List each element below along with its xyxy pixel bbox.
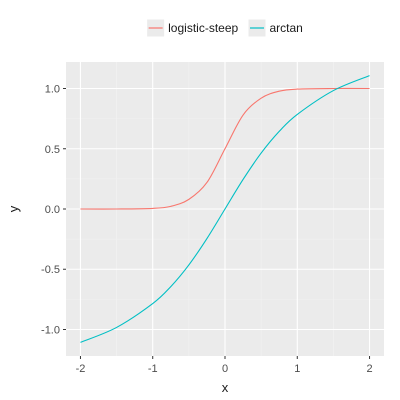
legend-label: arctan [269, 21, 302, 35]
y-tick-label: -1.0 [41, 324, 60, 336]
series-line-logistic-steep [80, 87, 370, 210]
y-tick-label: -0.5 [41, 264, 60, 276]
y-tick-label: 0.0 [45, 204, 60, 216]
x-axis: -2 -1 0 1 2 [76, 356, 373, 375]
legend-item-arctan: arctan [248, 19, 303, 37]
y-axis: -1.0 -0.5 0.0 0.5 1.0 [41, 84, 66, 336]
x-tick-label: -2 [76, 363, 86, 375]
x-tick-label: 2 [366, 363, 372, 375]
series-line-arctan [80, 75, 370, 343]
x-tick-label: -1 [148, 363, 158, 375]
x-tick-label: 0 [222, 363, 228, 375]
legend: logistic-steep arctan [147, 19, 303, 37]
x-axis-title: x [222, 380, 229, 395]
y-tick-label: 1.0 [45, 84, 60, 96]
y-tick-label: 0.5 [45, 144, 60, 156]
x-tick-label: 1 [294, 363, 300, 375]
series-layer [80, 75, 370, 343]
legend-label: logistic-steep [168, 21, 238, 35]
legend-item-logistic-steep: logistic-steep [147, 19, 238, 37]
y-axis-title: y [6, 205, 21, 212]
